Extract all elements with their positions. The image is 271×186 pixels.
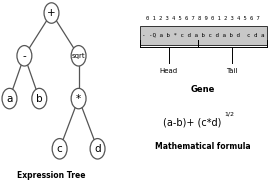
Text: Head: Head — [159, 68, 178, 74]
Text: b: b — [36, 94, 43, 104]
Text: Mathematical formula: Mathematical formula — [156, 142, 251, 151]
Text: sqrt: sqrt — [72, 53, 85, 59]
Circle shape — [44, 3, 59, 23]
Text: 0 1 2 3 4 5 6 7 8 9 0 1 2 3 4 5 6 7: 0 1 2 3 4 5 6 7 8 9 0 1 2 3 4 5 6 7 — [146, 16, 260, 21]
Text: - -Q a b * c d a b c d a b d  c d a: - -Q a b * c d a b c d a b d c d a — [142, 33, 264, 38]
Circle shape — [32, 88, 47, 109]
Text: Gene: Gene — [191, 85, 215, 94]
Circle shape — [52, 139, 67, 159]
Text: Tail: Tail — [227, 68, 238, 74]
Text: Expression Tree: Expression Tree — [17, 171, 86, 180]
Text: -: - — [22, 51, 26, 61]
Text: a: a — [6, 94, 13, 104]
Text: *: * — [76, 94, 81, 104]
Circle shape — [17, 46, 32, 66]
Circle shape — [2, 88, 17, 109]
Text: (a-b)+ (c*d): (a-b)+ (c*d) — [163, 118, 222, 128]
Circle shape — [71, 46, 86, 66]
Text: +: + — [47, 8, 56, 18]
Text: d: d — [94, 144, 101, 154]
Text: 1/2: 1/2 — [224, 112, 234, 117]
Text: c: c — [57, 144, 63, 154]
Bar — [140, 26, 267, 45]
Circle shape — [90, 139, 105, 159]
Circle shape — [71, 88, 86, 109]
